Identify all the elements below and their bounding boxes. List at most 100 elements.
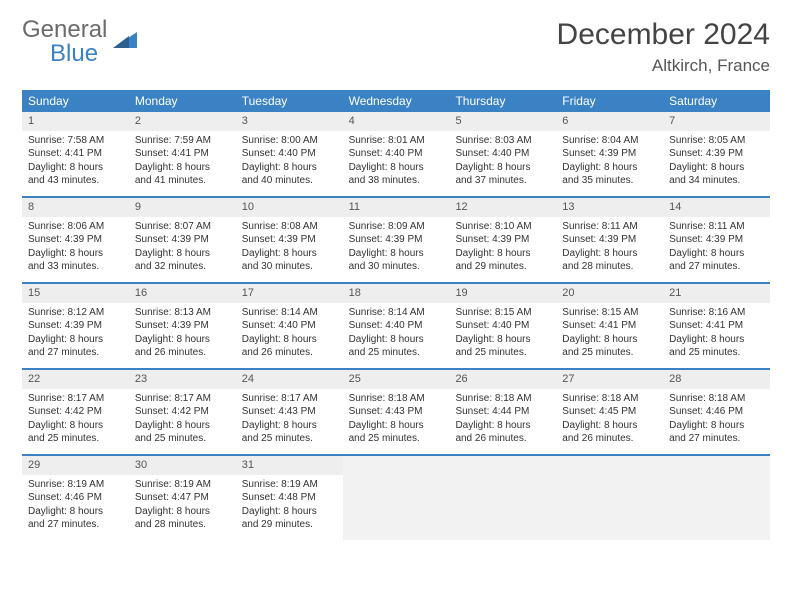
sunset-text: Sunset: 4:42 PM [28, 405, 123, 419]
sunset-text: Sunset: 4:43 PM [349, 405, 444, 419]
sunset-text: Sunset: 4:39 PM [28, 319, 123, 333]
daylight-text-2: and 25 minutes. [135, 432, 230, 446]
day-details: Sunrise: 8:18 AMSunset: 4:44 PMDaylight:… [449, 389, 556, 452]
day-number: 30 [129, 456, 236, 475]
day-details: Sunrise: 8:14 AMSunset: 4:40 PMDaylight:… [236, 303, 343, 366]
daylight-text: Daylight: 8 hours [562, 333, 657, 347]
day-number: 6 [556, 112, 663, 131]
calendar-cell: 18Sunrise: 8:14 AMSunset: 4:40 PMDayligh… [343, 284, 450, 368]
daylight-text-2: and 43 minutes. [28, 174, 123, 188]
daylight-text-2: and 30 minutes. [242, 260, 337, 274]
daylight-text: Daylight: 8 hours [669, 419, 764, 433]
title-block: December 2024 Altkirch, France [557, 18, 770, 76]
day-details: Sunrise: 8:05 AMSunset: 4:39 PMDaylight:… [663, 131, 770, 194]
calendar-cell: 27Sunrise: 8:18 AMSunset: 4:45 PMDayligh… [556, 370, 663, 454]
sunrise-text: Sunrise: 8:11 AM [562, 220, 657, 234]
day-number: 28 [663, 370, 770, 389]
day-details: Sunrise: 7:59 AMSunset: 4:41 PMDaylight:… [129, 131, 236, 194]
header: General Blue December 2024 Altkirch, Fra… [22, 18, 770, 76]
daylight-text-2: and 25 minutes. [28, 432, 123, 446]
daylight-text-2: and 29 minutes. [455, 260, 550, 274]
day-number: 5 [449, 112, 556, 131]
daylight-text: Daylight: 8 hours [455, 161, 550, 175]
calendar-cell: 30Sunrise: 8:19 AMSunset: 4:47 PMDayligh… [129, 456, 236, 540]
day-details: Sunrise: 8:08 AMSunset: 4:39 PMDaylight:… [236, 217, 343, 280]
day-number: 25 [343, 370, 450, 389]
daylight-text-2: and 33 minutes. [28, 260, 123, 274]
day-number: 3 [236, 112, 343, 131]
daylight-text: Daylight: 8 hours [349, 333, 444, 347]
day-details: Sunrise: 8:04 AMSunset: 4:39 PMDaylight:… [556, 131, 663, 194]
sunrise-text: Sunrise: 8:19 AM [28, 478, 123, 492]
daylight-text: Daylight: 8 hours [135, 247, 230, 261]
sunset-text: Sunset: 4:42 PM [135, 405, 230, 419]
calendar-cell: 12Sunrise: 8:10 AMSunset: 4:39 PMDayligh… [449, 198, 556, 282]
sunset-text: Sunset: 4:41 PM [562, 319, 657, 333]
day-header-fri: Friday [556, 90, 663, 112]
sunrise-text: Sunrise: 8:17 AM [135, 392, 230, 406]
daylight-text: Daylight: 8 hours [242, 505, 337, 519]
daylight-text: Daylight: 8 hours [562, 247, 657, 261]
daylight-text-2: and 34 minutes. [669, 174, 764, 188]
sunset-text: Sunset: 4:46 PM [28, 491, 123, 505]
logo-word1: General [22, 16, 107, 43]
sunrise-text: Sunrise: 8:19 AM [135, 478, 230, 492]
calendar-cell: 10Sunrise: 8:08 AMSunset: 4:39 PMDayligh… [236, 198, 343, 282]
daylight-text: Daylight: 8 hours [349, 247, 444, 261]
daylight-text-2: and 28 minutes. [135, 518, 230, 532]
day-number: 23 [129, 370, 236, 389]
calendar-cell-empty [663, 456, 770, 540]
calendar-week: 8Sunrise: 8:06 AMSunset: 4:39 PMDaylight… [22, 196, 770, 282]
day-number: 2 [129, 112, 236, 131]
daylight-text-2: and 25 minutes. [349, 432, 444, 446]
day-number: 8 [22, 198, 129, 217]
day-number: 15 [22, 284, 129, 303]
daylight-text: Daylight: 8 hours [669, 247, 764, 261]
calendar-cell: 22Sunrise: 8:17 AMSunset: 4:42 PMDayligh… [22, 370, 129, 454]
calendar-cell: 25Sunrise: 8:18 AMSunset: 4:43 PMDayligh… [343, 370, 450, 454]
sunset-text: Sunset: 4:45 PM [562, 405, 657, 419]
sunrise-text: Sunrise: 8:08 AM [242, 220, 337, 234]
day-number: 17 [236, 284, 343, 303]
sunrise-text: Sunrise: 7:58 AM [28, 134, 123, 148]
day-details: Sunrise: 8:10 AMSunset: 4:39 PMDaylight:… [449, 217, 556, 280]
sunset-text: Sunset: 4:48 PM [242, 491, 337, 505]
sunrise-text: Sunrise: 8:19 AM [242, 478, 337, 492]
day-number: 29 [22, 456, 129, 475]
logo-word2: Blue [50, 40, 98, 67]
day-number: 27 [556, 370, 663, 389]
day-number: 24 [236, 370, 343, 389]
daylight-text-2: and 40 minutes. [242, 174, 337, 188]
sunset-text: Sunset: 4:40 PM [349, 319, 444, 333]
sunrise-text: Sunrise: 8:14 AM [349, 306, 444, 320]
daylight-text-2: and 25 minutes. [669, 346, 764, 360]
sunrise-text: Sunrise: 8:01 AM [349, 134, 444, 148]
calendar-page: General Blue December 2024 Altkirch, Fra… [0, 0, 792, 558]
sunset-text: Sunset: 4:39 PM [455, 233, 550, 247]
day-details: Sunrise: 7:58 AMSunset: 4:41 PMDaylight:… [22, 131, 129, 194]
calendar-cell: 2Sunrise: 7:59 AMSunset: 4:41 PMDaylight… [129, 112, 236, 196]
daylight-text-2: and 26 minutes. [455, 432, 550, 446]
daylight-text: Daylight: 8 hours [455, 247, 550, 261]
daylight-text-2: and 35 minutes. [562, 174, 657, 188]
calendar-cell: 1Sunrise: 7:58 AMSunset: 4:41 PMDaylight… [22, 112, 129, 196]
sunrise-text: Sunrise: 8:18 AM [349, 392, 444, 406]
daylight-text: Daylight: 8 hours [242, 333, 337, 347]
daylight-text-2: and 25 minutes. [349, 346, 444, 360]
daylight-text-2: and 26 minutes. [135, 346, 230, 360]
sunset-text: Sunset: 4:39 PM [349, 233, 444, 247]
daylight-text-2: and 27 minutes. [669, 432, 764, 446]
calendar-cell: 20Sunrise: 8:15 AMSunset: 4:41 PMDayligh… [556, 284, 663, 368]
calendar-cell: 5Sunrise: 8:03 AMSunset: 4:40 PMDaylight… [449, 112, 556, 196]
day-number: 22 [22, 370, 129, 389]
sunset-text: Sunset: 4:40 PM [242, 319, 337, 333]
daylight-text: Daylight: 8 hours [455, 419, 550, 433]
sunset-text: Sunset: 4:40 PM [455, 319, 550, 333]
daylight-text: Daylight: 8 hours [669, 333, 764, 347]
sunrise-text: Sunrise: 8:13 AM [135, 306, 230, 320]
day-details: Sunrise: 8:09 AMSunset: 4:39 PMDaylight:… [343, 217, 450, 280]
sunrise-text: Sunrise: 8:15 AM [455, 306, 550, 320]
calendar-cell: 16Sunrise: 8:13 AMSunset: 4:39 PMDayligh… [129, 284, 236, 368]
daylight-text: Daylight: 8 hours [669, 161, 764, 175]
sunset-text: Sunset: 4:39 PM [135, 319, 230, 333]
